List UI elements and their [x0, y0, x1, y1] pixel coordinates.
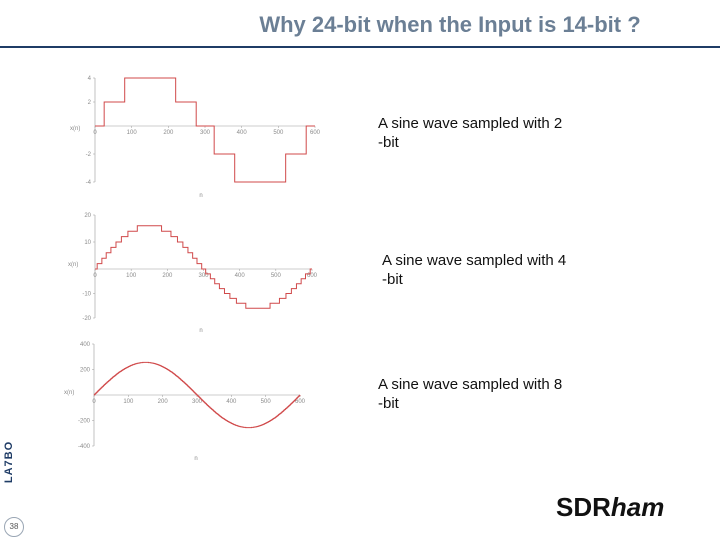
y-tick-label: -400	[78, 444, 91, 450]
page-number: 38	[4, 517, 24, 537]
slide-title: Why 24-bit when the Input is 14-bit ?	[259, 12, 641, 37]
sine-plot-2bit: 0 100 200 300 400 500 600 4 2 -2 -4 x(n) n	[70, 76, 321, 199]
caption-2bit: A sine wave sampled with 2 -bit	[378, 114, 618, 152]
x-tick-label: 100	[123, 399, 134, 405]
y-tick-label: 400	[80, 342, 91, 348]
y-tick-label: -2	[86, 152, 92, 158]
x-tick-label: 100	[126, 273, 137, 279]
wave-line	[95, 77, 315, 183]
x-tick-label: 500	[261, 399, 272, 405]
x-axis-label: n	[199, 193, 202, 199]
wave-line	[93, 361, 301, 429]
x-tick-label: 500	[271, 273, 282, 279]
caption-line-1: A sine wave sampled with 4	[382, 252, 567, 269]
sine-plot-8bit: 0 100 200 300 400 500 600 400 200 -200 -400 x(n) n	[64, 342, 306, 462]
x-tick-label: 400	[235, 273, 246, 279]
x-tick-label: 500	[273, 130, 284, 136]
y-tick-label: 20	[84, 213, 91, 219]
tick-labels: 0 100 200 300 400 500 600 20 10 -10 -20	[82, 213, 317, 322]
caption-line-2: -bit	[382, 271, 403, 288]
title-rule	[0, 46, 720, 48]
x-tick-label: 300	[198, 273, 209, 279]
caption-line-1: A sine wave sampled with 2	[378, 115, 563, 132]
x-tick-label: 400	[226, 399, 237, 405]
x-tick-label: 600	[295, 399, 306, 405]
y-axis-label: x(n)	[70, 126, 80, 132]
caption-4bit: A sine wave sampled with 4 -bit	[382, 251, 622, 289]
sine-plot-4bit: 0 100 200 300 400 500 600 20 10 -10 -20 x(n) n	[68, 213, 318, 334]
tick-labels: 0 100 200 300 400 500 600 400 200 -200 -400	[78, 342, 306, 450]
caption-line-2: -bit	[378, 395, 399, 412]
wave-line	[95, 225, 312, 309]
brand-logo: SDRham	[556, 492, 664, 523]
x-tick-label: 200	[158, 399, 169, 405]
x-tick-label: 300	[192, 399, 203, 405]
y-tick-label: 10	[84, 240, 91, 246]
x-tick-label: 0	[92, 399, 96, 405]
tick-labels: 0 100 200 300 400 500 600 4 2 -2 -4	[86, 76, 321, 186]
x-axis-label: n	[199, 328, 202, 334]
y-tick-label: -20	[82, 316, 91, 322]
y-axis-label: x(n)	[64, 390, 74, 396]
caption-8bit: A sine wave sampled with 8 -bit	[378, 375, 618, 413]
x-tick-label: 0	[93, 130, 97, 136]
x-tick-label: 400	[237, 130, 248, 136]
caption-line-1: A sine wave sampled with 8	[378, 376, 563, 393]
x-tick-label: 200	[163, 130, 174, 136]
x-axis-label: n	[194, 456, 197, 462]
brand-part-1: SDR	[556, 492, 611, 522]
x-tick-label: 0	[93, 273, 97, 279]
y-tick-label: 4	[88, 76, 92, 82]
y-tick-label: -4	[86, 180, 92, 186]
caption-line-2: -bit	[378, 134, 399, 151]
y-tick-label: -200	[78, 419, 91, 425]
x-tick-label: 600	[307, 273, 318, 279]
x-tick-label: 100	[127, 130, 138, 136]
x-tick-label: 300	[200, 130, 211, 136]
y-axis-label: x(n)	[68, 262, 78, 268]
x-tick-label: 600	[310, 130, 321, 136]
y-tick-label: -10	[82, 292, 91, 298]
vertical-callsign-label: LA7BO	[3, 440, 15, 484]
y-tick-label: 200	[80, 368, 91, 374]
x-tick-label: 200	[162, 273, 173, 279]
brand-part-2: ham	[610, 492, 665, 522]
y-tick-label: 2	[88, 100, 92, 106]
